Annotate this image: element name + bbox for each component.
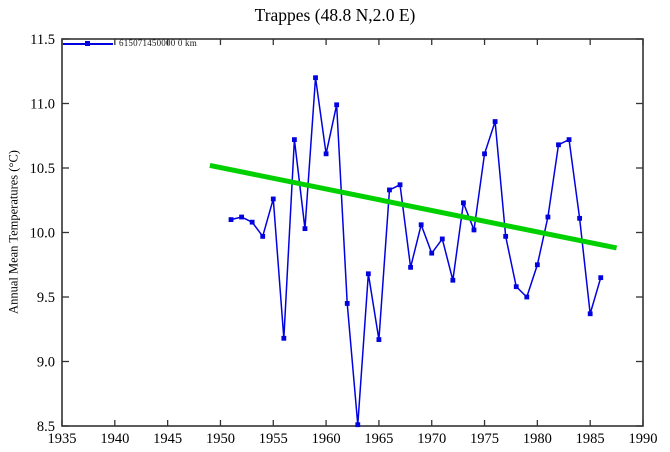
data-point (260, 233, 266, 239)
x-tick-label: 1975 (470, 431, 499, 447)
y-tick-label: 9.0 (37, 355, 55, 371)
data-point (556, 142, 561, 148)
data-point (598, 275, 604, 281)
station-series-line (230, 77, 602, 425)
x-tick-label: 1970 (417, 431, 446, 447)
data-point (228, 217, 234, 222)
data-point (387, 187, 392, 193)
data-point (450, 277, 456, 283)
legend-station-label: 615071450000 0 km (119, 38, 197, 48)
trend-line (209, 162, 618, 251)
data-point (418, 222, 424, 228)
x-tick-label: 1980 (523, 431, 552, 447)
y-tick-label: 11.0 (30, 97, 55, 113)
x-tick-label: 1985 (576, 431, 605, 447)
legend-square-marker-icon (85, 41, 90, 46)
data-point (513, 284, 519, 290)
x-tick-label: 1940 (100, 431, 129, 447)
data-point (566, 137, 572, 143)
data-point (344, 301, 350, 306)
data-point (323, 151, 329, 157)
data-point (365, 271, 371, 277)
x-tick-label: 1990 (629, 431, 658, 447)
data-point (587, 311, 593, 317)
x-tick-label: 1960 (312, 431, 341, 447)
data-point (408, 264, 413, 270)
data-point (292, 137, 297, 143)
y-tick-label: 8.5 (37, 419, 55, 435)
data-point (313, 75, 318, 81)
data-point (439, 236, 445, 242)
legend: 615071450000 0 km (63, 38, 197, 49)
data-point (534, 262, 540, 268)
data-point (482, 151, 487, 157)
data-point (545, 214, 551, 220)
data-point (429, 250, 435, 256)
chart-title: Trappes (48.8 N,2.0 E) (254, 5, 416, 25)
x-tick-label: 1945 (153, 431, 182, 447)
data-point (249, 219, 255, 225)
data-point (397, 182, 403, 188)
data-point (270, 196, 276, 202)
data-point (239, 214, 244, 220)
data-point (376, 337, 382, 342)
data-point (492, 119, 498, 124)
y-tick-label: 11.5 (30, 32, 55, 48)
data-point (471, 227, 477, 233)
y-tick-label: 10.5 (30, 161, 55, 177)
data-point (461, 200, 466, 206)
data-point (281, 335, 287, 341)
data-point (334, 102, 340, 108)
x-tick-label: 1955 (259, 431, 288, 447)
data-point (503, 233, 509, 239)
data-point (302, 226, 308, 232)
y-tick-label: 9.5 (37, 290, 55, 306)
y-tick-label: 10.0 (30, 226, 55, 242)
legend-line-sample (63, 41, 113, 46)
x-tick-label: 1935 (48, 431, 77, 447)
data-point (577, 215, 583, 221)
data-point (524, 294, 530, 300)
x-tick-label: 1965 (364, 431, 393, 447)
x-tick-label: 1950 (206, 431, 235, 447)
data-point (355, 422, 361, 428)
